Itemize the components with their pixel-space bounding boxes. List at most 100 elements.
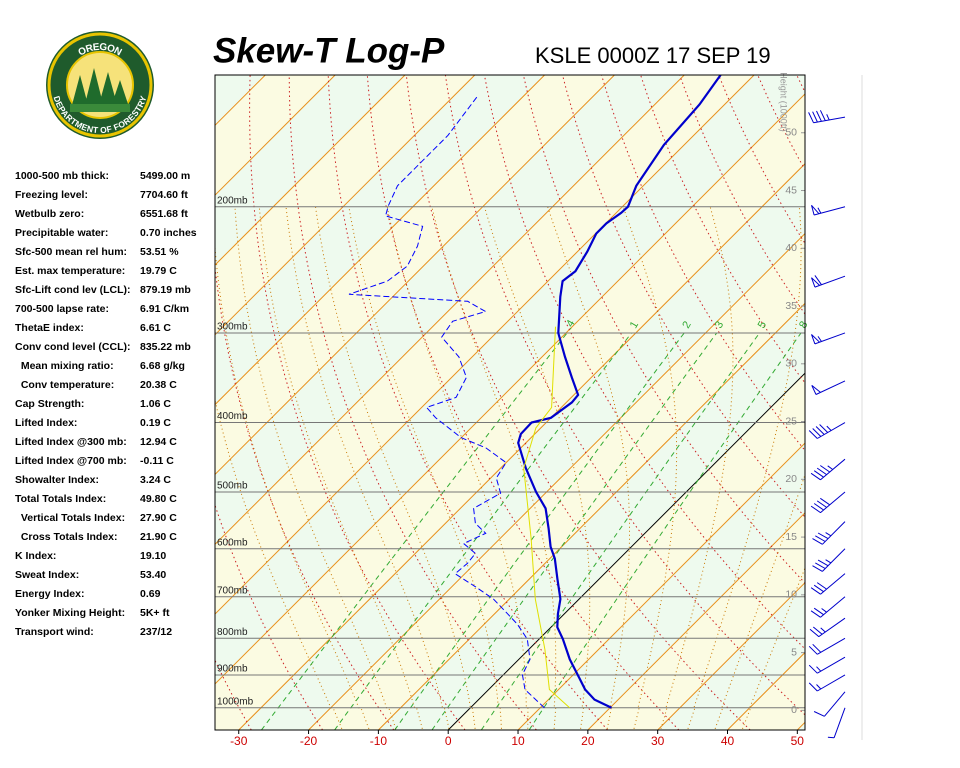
wind-barb xyxy=(808,656,846,674)
stat-value: 5K+ ft xyxy=(140,607,170,619)
isotherm xyxy=(215,75,545,406)
dry-adiabat xyxy=(953,75,960,730)
wind-barb xyxy=(811,380,846,395)
stat-label: Sfc-Lift cond lev (LCL): xyxy=(15,284,131,296)
wind-barb xyxy=(808,422,846,439)
wind-barb xyxy=(811,275,846,288)
stat-value: 12.94 C xyxy=(140,436,177,448)
x-tick-label: 0 xyxy=(445,734,452,748)
stat-value: 19.79 C xyxy=(140,265,177,277)
dry-adiabat xyxy=(875,75,960,730)
dry-adiabat xyxy=(327,75,608,730)
logo: OREGON DEPARTMENT OF FORESTRY xyxy=(46,31,154,139)
mixing-ratio-line xyxy=(261,332,568,730)
logo-border xyxy=(47,32,153,138)
pressure-label: 200mb xyxy=(217,195,248,206)
dry-adiabat xyxy=(718,75,805,245)
stat-value: 21.90 C xyxy=(140,531,177,543)
dry-adiabat xyxy=(288,75,537,730)
wind-barb xyxy=(811,332,846,345)
stat-value: 53.51 % xyxy=(140,246,179,258)
dry-adiabat xyxy=(914,75,960,730)
x-tick-label: 30 xyxy=(651,734,665,748)
stat-value: -0.11 C xyxy=(140,455,174,467)
stat-label: Energy Index: xyxy=(15,588,84,600)
isotherm xyxy=(215,93,805,685)
logo-top-path: OREGON xyxy=(76,41,123,58)
dry-adiabat xyxy=(483,75,805,650)
isotherm xyxy=(215,75,755,615)
stat-value: 6.91 C/km xyxy=(140,303,189,315)
wind-barb xyxy=(808,637,846,655)
logo-trees xyxy=(72,68,128,108)
isotherm xyxy=(308,232,805,730)
pressure-label: 500mb xyxy=(217,481,248,492)
moist-adiabat xyxy=(234,206,397,729)
stat-label: Conv cond level (CCL): xyxy=(15,341,131,353)
height-tick-label: 5 xyxy=(791,646,797,658)
stat-label: Est. max temperature: xyxy=(15,265,125,277)
isotherm xyxy=(587,512,805,730)
mixing-ratio-label: 3 xyxy=(713,319,726,330)
height-tick-label: 40 xyxy=(785,242,797,254)
pressure-label: 800mb xyxy=(217,627,248,638)
stat-label: Lifted Index: xyxy=(15,417,77,429)
pressure-label: 300mb xyxy=(217,322,248,333)
stat-value: 19.10 xyxy=(140,550,166,562)
mixing-ratio-line xyxy=(480,332,760,730)
logo-ground xyxy=(70,104,130,112)
isotherm xyxy=(238,163,805,730)
height-tick-label: 45 xyxy=(785,184,797,196)
wind-barb xyxy=(809,617,846,638)
isotherm xyxy=(215,75,336,196)
chart-subtitle: KSLE 0000Z 17 SEP 19 xyxy=(535,43,771,68)
isotherm xyxy=(517,442,805,730)
sounding-line xyxy=(348,95,545,709)
stat-label: Lifted Index @300 mb: xyxy=(15,436,127,448)
dry-adiabat xyxy=(249,75,466,730)
pressure-label: 1000mb xyxy=(217,696,254,707)
chart-title: Skew-T Log-P xyxy=(213,31,445,70)
mixing-ratio-line xyxy=(431,332,718,730)
wind-barb xyxy=(810,596,846,618)
stat-label: Cap Strength: xyxy=(15,398,84,410)
wind-barb xyxy=(810,491,846,514)
height-tick-label: 30 xyxy=(785,358,797,370)
mixing-ratio-label: 8 xyxy=(797,319,810,330)
wind-barb xyxy=(811,204,846,216)
stat-label: Cross Totals Index: xyxy=(15,531,118,543)
stat-label: Precipitable water: xyxy=(15,227,108,239)
stat-value: 3.24 C xyxy=(140,474,171,486)
stat-label: Conv temperature: xyxy=(15,379,114,391)
stat-value: 53.40 xyxy=(140,569,166,581)
stat-value: 6.68 g/kg xyxy=(140,360,185,372)
dry-adiabat xyxy=(405,75,751,730)
stat-label: Vertical Totals Index: xyxy=(15,512,125,524)
stat-value: 835.22 mb xyxy=(140,341,191,353)
stat-value: 1.06 C xyxy=(140,398,171,410)
stat-label: Total Totals Index: xyxy=(15,493,106,505)
wind-barb xyxy=(813,691,846,717)
wind-barb xyxy=(827,707,846,739)
height-tick-label: 35 xyxy=(785,300,797,312)
isotherm xyxy=(215,75,685,545)
x-tick-label: -10 xyxy=(370,734,388,748)
dry-adiabat xyxy=(444,75,805,716)
dry-adiabat xyxy=(796,75,805,94)
mixing-ratio-line xyxy=(394,332,685,730)
height-tick-label: 15 xyxy=(785,531,797,543)
wind-barb xyxy=(812,521,846,545)
stat-value: 5499.00 m xyxy=(140,170,190,182)
stat-label: ThetaE index: xyxy=(15,322,84,334)
plot-area xyxy=(215,75,960,730)
stat-value: 0.69 xyxy=(140,588,161,600)
mixing-ratio-line xyxy=(528,332,802,730)
isotherm xyxy=(657,581,805,730)
stat-value: 237/12 xyxy=(140,626,172,638)
sounding-line xyxy=(517,75,722,709)
height-tick-label: 25 xyxy=(785,415,797,427)
stat-label: 1000-500 mb thick: xyxy=(15,170,109,182)
isotherm xyxy=(378,302,805,730)
moist-adiabat xyxy=(547,206,630,729)
